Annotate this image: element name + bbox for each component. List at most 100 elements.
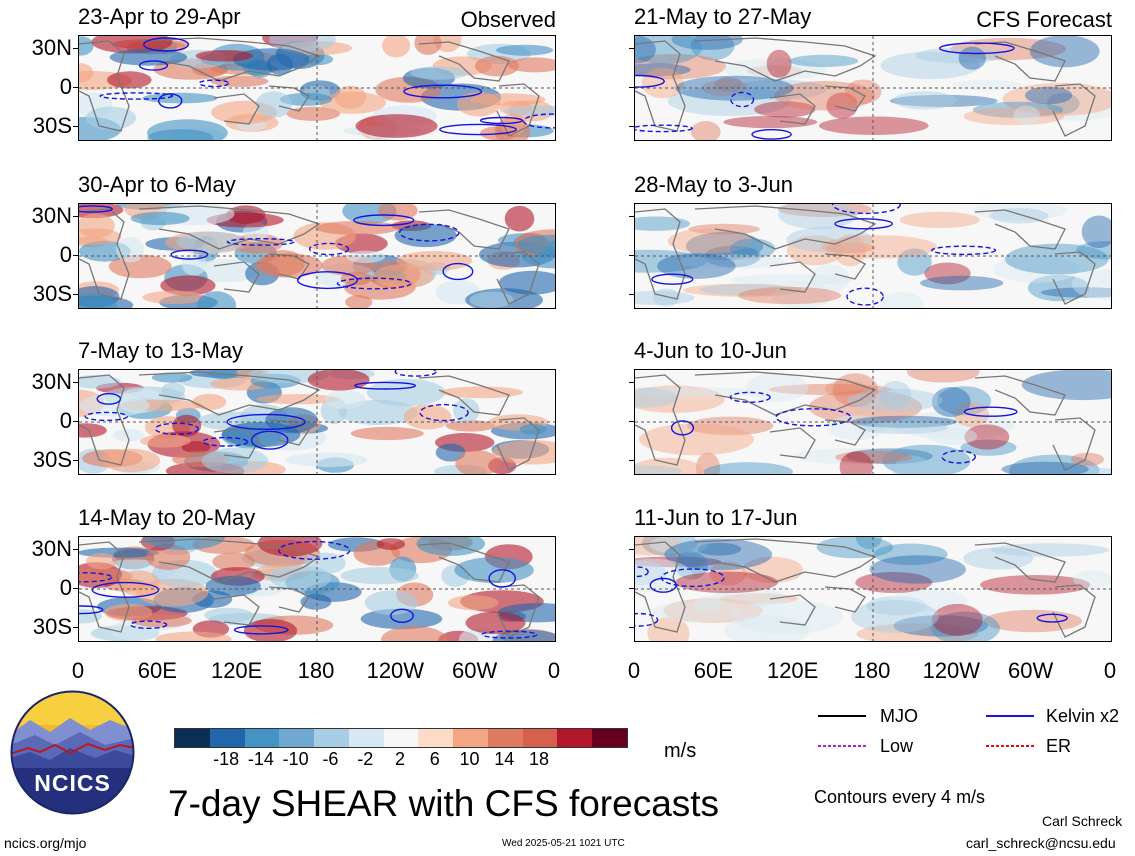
lat-tick xyxy=(73,255,78,256)
legend-low-label: Low xyxy=(880,736,914,756)
lat-label: 0 xyxy=(59,242,72,267)
contour-note: Contours every 4 m/s xyxy=(814,787,986,807)
legend-kelvin-line xyxy=(986,715,1034,717)
colorbar-swatch xyxy=(383,729,420,747)
lat-tick xyxy=(73,588,78,589)
lat-label: 30N xyxy=(31,536,72,561)
legend-kelvin-label: Kelvin x2 xyxy=(1046,706,1120,726)
shear-map xyxy=(634,369,1112,475)
footer-url[interactable]: ncics.org/mjo xyxy=(4,835,87,851)
shear-map xyxy=(78,35,556,141)
legend-er-line xyxy=(986,745,1034,747)
lat-tick xyxy=(629,216,634,217)
lat-tick xyxy=(629,421,634,422)
panel-title: 30-Apr to 6-May xyxy=(78,172,236,197)
footer-timestamp: Wed 2025-05-21 1021 UTC xyxy=(502,838,625,849)
lon-label: 120W xyxy=(366,658,425,683)
colorbar-swatch xyxy=(348,729,385,747)
lat-tick xyxy=(73,627,78,628)
footer-email[interactable]: carl_schreck@ncsu.edu xyxy=(966,835,1116,851)
lat-label: 30S xyxy=(32,113,72,138)
shear-map xyxy=(78,203,556,309)
lat-tick xyxy=(629,126,634,127)
lat-label: 30N xyxy=(31,369,72,394)
lat-tick xyxy=(629,48,634,49)
lon-label: 60E xyxy=(137,658,177,683)
colorbar-swatch xyxy=(209,729,246,747)
lon-label: 60W xyxy=(452,658,498,683)
lat-tick xyxy=(73,382,78,383)
shear-map xyxy=(634,35,1112,141)
ncics-logo: NCICS xyxy=(10,690,135,815)
panel-title: 21-May to 27-May xyxy=(634,4,812,29)
legend-low-line xyxy=(818,745,866,747)
colorbar-swatch xyxy=(522,729,559,747)
lat-tick xyxy=(73,126,78,127)
colorbar-tick-label: -14 xyxy=(247,749,274,769)
lat-label: 30N xyxy=(31,203,72,228)
shear-map xyxy=(634,203,1112,309)
colorbar-tick-label: 6 xyxy=(429,749,440,769)
lat-label: 30S xyxy=(32,614,72,639)
colorbar-tick-label: 10 xyxy=(459,749,480,769)
legend-er-label: ER xyxy=(1046,736,1072,756)
lon-label: 0 xyxy=(1103,658,1117,683)
colorbar-tick-label: 18 xyxy=(529,749,550,769)
panel-title: 7-May to 13-May xyxy=(78,338,244,363)
lat-tick xyxy=(629,255,634,256)
shear-map xyxy=(634,536,1112,642)
lat-label: 30N xyxy=(31,35,72,60)
panel-title: 4-Jun to 10-Jun xyxy=(634,338,787,363)
lat-tick xyxy=(629,460,634,461)
logo-text: NCICS xyxy=(34,770,111,796)
lat-tick xyxy=(629,87,634,88)
shear-map xyxy=(78,369,556,475)
lon-label: 180 xyxy=(853,658,891,683)
colorbar xyxy=(174,728,628,748)
lon-label: 0 xyxy=(547,658,561,683)
lat-tick xyxy=(629,627,634,628)
panel-title: 11-Jun to 17-Jun xyxy=(634,505,798,530)
lon-label: 60E xyxy=(693,658,733,683)
main-title: 7-day SHEAR with CFS forecasts xyxy=(168,783,720,824)
lon-label: 120W xyxy=(922,658,981,683)
lat-tick xyxy=(73,87,78,88)
colorbar-swatch xyxy=(244,729,281,747)
colorbar-swatch xyxy=(175,729,211,747)
legend-mjo-label: MJO xyxy=(880,706,918,726)
colorbar-swatch xyxy=(418,729,455,747)
panel-title: 28-May to 3-Jun xyxy=(634,172,793,197)
colorbar-tick-label: -2 xyxy=(357,749,374,769)
lat-label: 0 xyxy=(59,575,72,600)
lat-tick xyxy=(73,460,78,461)
panel-tag: Observed xyxy=(460,7,556,32)
lon-label: 0 xyxy=(71,658,85,683)
colorbar-swatch xyxy=(453,729,489,747)
colorbar-tick-label: -6 xyxy=(322,749,339,769)
lon-label: 180 xyxy=(297,658,335,683)
shear-map xyxy=(78,536,556,642)
colorbar-swatch xyxy=(557,729,594,747)
lon-label: 120E xyxy=(766,658,819,683)
lat-tick xyxy=(73,216,78,217)
colorbar-tick-label: -18 xyxy=(213,749,240,769)
lat-tick xyxy=(73,421,78,422)
lon-label: 60W xyxy=(1008,658,1054,683)
colorbar-tick-label: 14 xyxy=(494,749,515,769)
panel-tag: CFS Forecast xyxy=(976,7,1112,32)
lat-tick xyxy=(629,382,634,383)
panel-title: 23-Apr to 29-Apr xyxy=(78,4,241,29)
legend-mjo-line xyxy=(818,715,866,717)
lat-tick xyxy=(73,549,78,550)
colorbar-swatch xyxy=(592,729,628,747)
lat-tick xyxy=(629,549,634,550)
footer-author: Carl Schreck xyxy=(1042,813,1123,829)
lat-tick xyxy=(73,294,78,295)
colorbar-swatch xyxy=(314,729,350,747)
lat-label: 0 xyxy=(59,74,72,99)
colorbar-swatch xyxy=(279,729,316,747)
colorbar-swatch xyxy=(487,729,524,747)
colorbar-labels: -18 -14 -10 -6 -2 2 6 10 14 18 xyxy=(174,750,626,772)
lon-label: 0 xyxy=(627,658,641,683)
colorbar-unit: m/s xyxy=(664,740,697,762)
